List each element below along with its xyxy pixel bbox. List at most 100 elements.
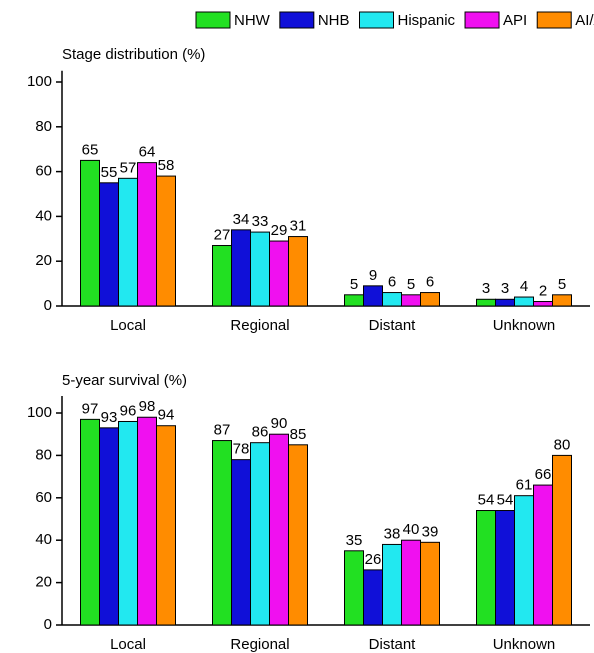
- y-tick-label: 80: [35, 446, 52, 463]
- bar: [495, 298, 515, 307]
- legend-label: NHW: [234, 12, 271, 29]
- value-label: 27: [214, 226, 231, 243]
- value-label: 6: [388, 274, 396, 291]
- bar: [156, 175, 176, 307]
- y-tick-label: 0: [44, 616, 52, 633]
- x-tick-label: Regional: [230, 636, 289, 653]
- y-tick-label: 60: [35, 489, 52, 506]
- value-label: 61: [516, 477, 533, 494]
- bar: [401, 294, 421, 307]
- value-label: 2: [539, 282, 547, 299]
- value-label: 40: [403, 521, 420, 538]
- bar: [344, 550, 364, 626]
- bar: [476, 298, 496, 307]
- bar: [250, 442, 270, 626]
- bar: [514, 296, 534, 307]
- legend-label: API: [503, 12, 527, 29]
- value-label: 94: [158, 407, 175, 424]
- value-label: 86: [252, 424, 269, 441]
- value-label: 80: [554, 436, 571, 453]
- value-label: 31: [290, 218, 307, 235]
- value-label: 97: [82, 400, 99, 417]
- bar: [231, 229, 251, 307]
- value-label: 54: [478, 491, 495, 508]
- bar: [533, 484, 553, 626]
- value-label: 33: [252, 213, 269, 230]
- bar: [269, 240, 289, 307]
- value-label: 38: [384, 525, 401, 542]
- bar: [420, 292, 440, 307]
- bar: [420, 541, 440, 626]
- legend-swatch: [536, 11, 572, 29]
- value-label: 58: [158, 157, 175, 174]
- x-tick-label: Local: [110, 317, 146, 334]
- y-tick-label: 80: [35, 118, 52, 135]
- bar: [382, 292, 402, 307]
- value-label: 54: [497, 491, 514, 508]
- bar: [99, 427, 119, 626]
- y-tick-label: 0: [44, 297, 52, 314]
- bar: [552, 454, 572, 626]
- bar: [212, 440, 232, 626]
- bar: [344, 294, 364, 307]
- legend-label: Hispanic: [398, 12, 456, 29]
- value-label: 5: [407, 276, 415, 293]
- bar: [533, 301, 553, 307]
- value-label: 4: [520, 278, 528, 295]
- value-label: 90: [271, 415, 288, 432]
- bar: [231, 459, 251, 626]
- bar: [118, 420, 138, 626]
- bar: [288, 444, 308, 626]
- bar: [401, 539, 421, 626]
- x-tick-label: Distant: [369, 636, 417, 653]
- bar: [476, 510, 496, 626]
- value-label: 6: [426, 274, 434, 291]
- y-tick-label: 40: [35, 207, 52, 224]
- y-tick-label: 100: [27, 404, 52, 421]
- value-label: 5: [350, 276, 358, 293]
- value-label: 3: [501, 280, 509, 297]
- y-tick-label: 100: [27, 73, 52, 90]
- y-tick-label: 20: [35, 574, 52, 591]
- legend-swatch: [279, 11, 315, 29]
- bar: [118, 177, 138, 307]
- legend-swatch: [464, 11, 500, 29]
- bar: [80, 159, 100, 307]
- value-label: 26: [365, 551, 382, 568]
- bar: [382, 543, 402, 626]
- bar: [288, 236, 308, 307]
- value-label: 9: [369, 267, 377, 284]
- legend-swatch: [359, 11, 394, 29]
- x-tick-label: Local: [110, 636, 146, 653]
- bar: [99, 182, 119, 307]
- value-label: 87: [214, 422, 231, 439]
- value-label: 66: [535, 466, 552, 483]
- value-label: 96: [120, 402, 137, 419]
- value-label: 29: [271, 222, 288, 239]
- value-label: 57: [120, 159, 137, 176]
- legend-label: AI/AN: [575, 12, 594, 29]
- bar: [552, 294, 572, 307]
- value-label: 98: [139, 398, 156, 415]
- bar: [156, 425, 176, 626]
- bar: [363, 569, 383, 626]
- x-tick-label: Distant: [369, 317, 417, 334]
- legend-label: NHB: [318, 12, 350, 29]
- value-label: 55: [101, 164, 118, 181]
- x-tick-label: Regional: [230, 317, 289, 334]
- bar: [269, 433, 289, 626]
- x-tick-label: Unknown: [493, 317, 556, 334]
- bar: [250, 231, 270, 307]
- value-label: 3: [482, 280, 490, 297]
- value-label: 93: [101, 409, 118, 426]
- value-label: 78: [233, 441, 250, 458]
- chart-title: Stage distribution (%): [62, 46, 205, 63]
- bar: [80, 418, 100, 626]
- bar: [137, 416, 157, 626]
- bar: [137, 162, 157, 307]
- value-label: 39: [422, 523, 439, 540]
- value-label: 34: [233, 211, 250, 228]
- value-label: 85: [290, 426, 307, 443]
- y-tick-label: 20: [35, 252, 52, 269]
